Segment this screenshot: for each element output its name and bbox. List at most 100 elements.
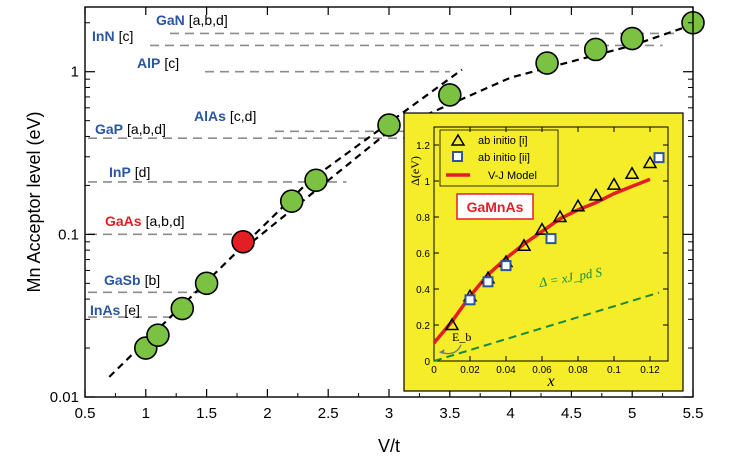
x-tick-label: 3: [385, 405, 393, 422]
material-refs: [d]: [135, 164, 151, 180]
inset-background: [403, 112, 684, 392]
material-name: GaP: [95, 121, 123, 137]
x-tick-label: 1.5: [196, 405, 217, 422]
x-tick-label: 3.5: [439, 405, 460, 422]
inset-x-tick-label: 0.04: [496, 365, 516, 376]
inset-x-tick-label: 0.08: [568, 365, 588, 376]
inset-triangle-point: [552, 209, 568, 223]
material-refs: [c]: [164, 55, 179, 71]
inset-y-tick-label: 1: [424, 177, 430, 188]
data-point: [377, 113, 401, 137]
inset-square-point: [500, 260, 512, 272]
material-refs: [a,b,d]: [189, 12, 228, 28]
reference-label-alp: AlP [c]: [137, 55, 179, 71]
data-point: [535, 51, 559, 75]
x-tick-label: 2: [263, 405, 271, 422]
inset-chart: 0 0.02 0.04 0.06 0.08 0.1 0.12 0 0.2 0.4 0.6 0.8 1 1.…: [403, 112, 684, 392]
data-point: [194, 271, 219, 296]
inset-square-point: [482, 276, 494, 288]
reference-label-gap: GaP [a,b,d]: [95, 121, 166, 137]
x-axis-title: V/t: [378, 436, 400, 456]
material-name: AlAs: [194, 108, 226, 124]
inset-triangle-point: [642, 155, 658, 169]
data-point: [170, 296, 195, 321]
material-refs: [c,d]: [230, 108, 256, 124]
inset-legend: ab initio [i] ab initio [ii] V-J Model: [439, 129, 559, 187]
y-tick-label: 0.01: [50, 389, 79, 406]
fit-line-2: [242, 23, 694, 251]
reference-label-gasb: GaSb [b]: [104, 272, 160, 288]
x-tick-label: 4.5: [561, 405, 582, 422]
inset-square-point: [653, 152, 665, 164]
x-tick-label: 5: [628, 405, 636, 422]
inset-x-tick-label: 0.12: [640, 365, 660, 376]
reference-label-gaas: GaAs [a,b,d]: [105, 213, 185, 229]
material-name: InAs: [90, 302, 121, 318]
x-tick-label: 5.5: [683, 405, 704, 422]
gamnas-label: GaMnAs: [467, 199, 524, 215]
inset-x-axis-title: x: [546, 373, 554, 390]
x-tick-label: 2.5: [318, 405, 339, 422]
legend-square-icon: [452, 151, 463, 162]
y-tick-label: 0.1: [58, 226, 79, 243]
legend-triangle-icon: [450, 133, 466, 146]
material-refs: [a,b,d]: [127, 121, 166, 137]
inset-legend-box: [439, 129, 559, 187]
reference-label-inas: InAs [e]: [90, 302, 140, 318]
inset-x-tick-label: 0.06: [532, 365, 552, 376]
inset-triangle-point: [588, 187, 604, 201]
x-tick-label: 1: [142, 405, 150, 422]
x-tick-label: 4: [506, 405, 514, 422]
data-point: [146, 323, 170, 347]
inset-y-tick-label: 0.8: [416, 213, 430, 224]
inset-frame: [433, 126, 669, 362]
inset-y-tick-label: 0.2: [416, 321, 430, 332]
inset-y-tick-label: 1.2: [416, 141, 430, 152]
data-point: [437, 83, 462, 107]
data-point: [583, 37, 608, 62]
inset-triangle-point: [570, 198, 586, 212]
legend-label: ab initio [ii]: [478, 152, 530, 164]
legend-label: ab initio [i]: [478, 135, 528, 147]
inset-triangle-point: [534, 222, 550, 235]
inset-square-point: [545, 233, 557, 245]
inset-y-tick-label: 0.4: [416, 285, 430, 296]
data-point: [620, 26, 645, 51]
inset-y-tick-label: 0: [424, 357, 430, 368]
inset-triangle-point: [624, 166, 640, 180]
legend-label: V-J Model: [488, 170, 537, 182]
material-name: InP: [109, 164, 131, 180]
data-point: [304, 168, 328, 193]
reference-label-alas: AlAs [c,d]: [194, 108, 256, 124]
gamnas-box: [456, 193, 534, 220]
material-refs: [c]: [119, 28, 134, 44]
material-name: GaN: [156, 12, 185, 28]
inset-triangle-point: [606, 177, 622, 190]
reference-label-inn: InN [c]: [92, 28, 133, 44]
inset-square-point: [464, 294, 476, 306]
material-refs: [a,b,d]: [146, 213, 185, 229]
inset-y-tick-label: 0.6: [416, 249, 430, 260]
material-name: GaAs: [105, 213, 142, 229]
inset-x-tick-label: 0.02: [460, 365, 480, 376]
material-name: GaSb: [104, 272, 141, 288]
main-plot: GaN [a,b,d]InN [c]AlP [c]AlAs [c,d]GaP [a,b,d…: [24, 6, 705, 456]
material-name: AlP: [137, 55, 160, 71]
x-tick-label: 0.5: [75, 405, 96, 422]
inset-eb-label: E_b: [452, 330, 471, 344]
inset-triangle-point: [516, 238, 532, 252]
material-refs: [b]: [145, 272, 161, 288]
inset-linear-line: [433, 291, 660, 362]
data-point-gaas: [231, 230, 255, 254]
material-name: InN: [92, 28, 115, 44]
data-point: [279, 189, 304, 213]
inset-x-tick-label: 0: [431, 365, 437, 376]
inset-x-tick-label: 0.1: [607, 365, 621, 376]
reference-label-gan: GaN [a,b,d]: [156, 12, 228, 28]
reference-label-inp: InP [d]: [109, 164, 150, 180]
y-axis-title: Mn Acceptor level (eV): [24, 111, 44, 292]
inset-eb-arrowhead: [439, 349, 445, 354]
material-refs: [e]: [124, 302, 140, 318]
